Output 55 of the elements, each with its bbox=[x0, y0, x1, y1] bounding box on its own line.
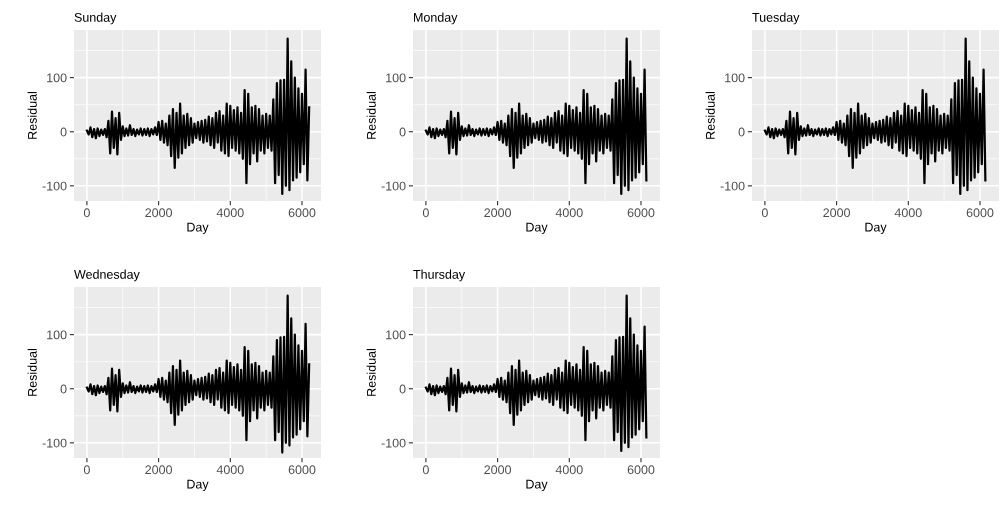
x-tick-label: 2000 bbox=[145, 465, 173, 475]
chart-title: Tuesday bbox=[752, 12, 800, 25]
y-axis-title: Residual bbox=[366, 349, 376, 396]
y-axis-title: Residual bbox=[27, 92, 37, 139]
y-tick-label: 100 bbox=[47, 73, 67, 83]
y-tick-label: -100 bbox=[720, 181, 745, 191]
line-series bbox=[424, 37, 648, 196]
y-axis-title: Residual bbox=[27, 349, 37, 396]
y-axis-title: Residual bbox=[705, 92, 715, 139]
x-tick-label: 0 bbox=[83, 208, 90, 218]
x-tick-label: 6000 bbox=[966, 208, 994, 218]
y-tick-label: -100 bbox=[42, 438, 67, 448]
x-tick-label: 6000 bbox=[288, 465, 316, 475]
y-tick-label: -100 bbox=[381, 181, 406, 191]
y-tick-label: 0 bbox=[60, 127, 67, 137]
x-tick-label: 0 bbox=[83, 465, 90, 475]
x-axis-title: Day bbox=[187, 479, 209, 492]
x-tick-label: 4000 bbox=[894, 208, 922, 218]
y-tick-label: 100 bbox=[386, 73, 406, 83]
x-tick-label: 6000 bbox=[627, 465, 655, 475]
x-tick-label: 6000 bbox=[627, 208, 655, 218]
x-tick-label: 0 bbox=[422, 208, 429, 218]
line-series bbox=[763, 37, 987, 196]
y-tick-label: 100 bbox=[386, 330, 406, 340]
line-series bbox=[424, 294, 648, 453]
chart-title: Thursday bbox=[413, 269, 466, 282]
x-tick-label: 4000 bbox=[216, 465, 244, 475]
x-tick-label: 2000 bbox=[484, 208, 512, 218]
y-tick-label: -100 bbox=[381, 438, 406, 448]
x-tick-label: 2000 bbox=[823, 208, 851, 218]
x-tick-label: 4000 bbox=[555, 208, 583, 218]
y-tick-label: 0 bbox=[60, 384, 67, 394]
y-tick-label: 0 bbox=[399, 384, 406, 394]
x-axis-title: Day bbox=[187, 222, 209, 235]
y-tick-label: -100 bbox=[42, 181, 67, 191]
x-tick-label: 6000 bbox=[288, 208, 316, 218]
x-tick-label: 2000 bbox=[484, 465, 512, 475]
x-tick-label: 0 bbox=[422, 465, 429, 475]
x-axis-title: Day bbox=[865, 222, 887, 235]
line-series bbox=[85, 294, 311, 454]
y-axis-title: Residual bbox=[366, 92, 376, 139]
chart-title: Monday bbox=[414, 12, 458, 25]
x-tick-label: 0 bbox=[761, 208, 768, 218]
x-axis-title: Day bbox=[526, 479, 548, 492]
y-tick-label: 0 bbox=[738, 127, 745, 137]
line-series bbox=[85, 37, 311, 196]
chart-title: Sunday bbox=[74, 12, 117, 25]
y-tick-label: 100 bbox=[47, 330, 67, 340]
x-tick-label: 4000 bbox=[555, 465, 583, 475]
y-tick-label: 0 bbox=[399, 127, 406, 137]
x-axis-title: Day bbox=[526, 222, 548, 235]
y-tick-label: 100 bbox=[725, 73, 745, 83]
x-tick-label: 2000 bbox=[145, 208, 173, 218]
x-tick-label: 4000 bbox=[216, 208, 244, 218]
chart-title: Wednesday bbox=[74, 269, 140, 282]
